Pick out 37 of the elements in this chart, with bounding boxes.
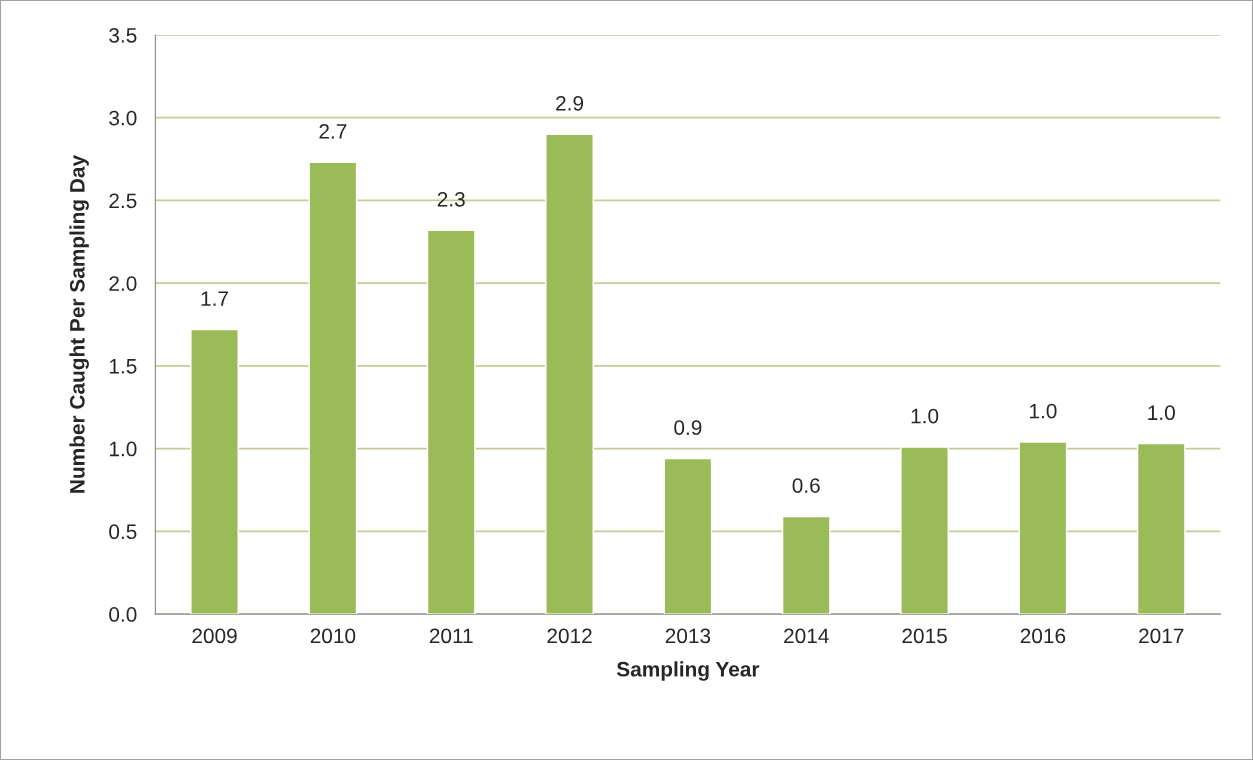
- x-tick-label: 2015: [902, 628, 947, 644]
- bar: [663, 457, 713, 615]
- x-tick-label: 2017: [1139, 628, 1184, 644]
- bar: [781, 515, 831, 615]
- data-label: 0.6: [792, 478, 820, 493]
- x-tick-label: 2009: [192, 628, 237, 644]
- x-tick-label: 2013: [665, 628, 711, 644]
- data-label: 1.0: [1148, 405, 1175, 421]
- x-tick-label: 2014: [784, 628, 829, 644]
- x-tick-label: 2010: [310, 628, 356, 644]
- y-tick-label: 0.0: [109, 607, 137, 622]
- x-tick-label: 2012: [547, 628, 592, 644]
- bar: [545, 133, 594, 615]
- x-tick-label: 2016: [1020, 628, 1066, 644]
- data-label: 1.0: [1030, 403, 1057, 419]
- data-label: 2.3: [437, 191, 465, 207]
- data-label: 1.0: [911, 408, 939, 424]
- data-label: 0.9: [674, 420, 702, 435]
- x-axis-title: Sampling Year: [616, 661, 760, 681]
- y-tick-label: 0.5: [109, 524, 137, 540]
- data-label: 1.7: [201, 291, 228, 306]
- data-label: 2.7: [319, 124, 347, 139]
- y-tick-label: 1.5: [109, 359, 137, 374]
- x-tick-label: 2011: [429, 628, 473, 644]
- bar: [900, 446, 949, 615]
- y-tick-label: 2.0: [109, 276, 137, 291]
- bar: [308, 161, 358, 615]
- y-tick-label: 1.0: [109, 441, 137, 457]
- y-tick-label: 3.5: [109, 27, 137, 43]
- y-tick-label: 3.0: [109, 110, 137, 126]
- bar: [1018, 441, 1068, 615]
- bar: [1136, 442, 1186, 615]
- y-axis-title: Number Caught Per Sampling Day: [69, 155, 89, 493]
- bar: [190, 328, 239, 615]
- y-tick-label: 2.5: [109, 193, 137, 209]
- data-label: 2.9: [556, 95, 584, 111]
- bar: [426, 229, 476, 615]
